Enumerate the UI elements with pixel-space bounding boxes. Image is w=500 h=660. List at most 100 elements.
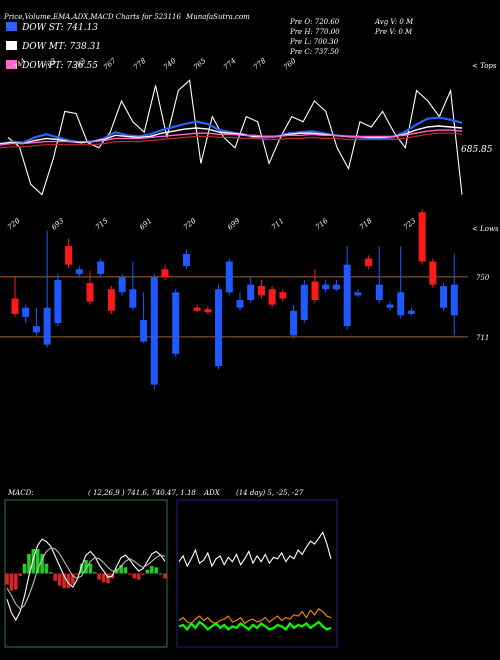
macd-values: ( 12,26,9 ) 741.6, 740.47, 1.18 ADX	[88, 489, 220, 497]
candle-body	[290, 310, 298, 336]
macd-histogram-bar	[71, 573, 75, 585]
adx-panel	[176, 499, 338, 648]
macd-histogram-bar	[106, 573, 110, 584]
macd-histogram-bar	[119, 564, 123, 574]
last-price-label: 685.85	[461, 145, 493, 155]
prev-low: Pre L: 700.30	[290, 38, 339, 46]
legend-label-dow-mt: DOW MT: 738.31	[22, 42, 102, 52]
swatch-dow-mt	[6, 41, 17, 50]
top-tick-label: 744	[12, 57, 27, 72]
candle-body	[43, 307, 51, 345]
candle-body	[386, 304, 394, 308]
ema-line-3	[0, 129, 463, 146]
candle-body	[193, 307, 201, 311]
candle-body	[204, 309, 212, 313]
candle-body	[343, 264, 351, 327]
legend-label-dow-pt: DOW PT: 736.55	[22, 61, 98, 71]
swatch-dow-pt	[6, 60, 17, 69]
macd-histogram-bar	[22, 563, 27, 574]
legend-item-dow-st: DOW ST: 741.13	[6, 17, 101, 36]
level-label-upper: 750	[476, 274, 490, 282]
candle-body	[161, 269, 169, 277]
macd-histogram-bar	[75, 573, 80, 575]
candle-body	[322, 284, 330, 290]
legend-label-dow-st: DOW ST: 741.13	[22, 23, 99, 33]
candle-body	[65, 246, 73, 265]
prev-close: Pre C: 737.50	[290, 48, 339, 56]
adx-line	[178, 531, 332, 568]
di-minus-line	[178, 608, 332, 625]
prev-high: Pre H: 770.00	[290, 28, 340, 36]
macd-values-text: ( 12,26,9 ) 741.6, 740.47, 1.18	[88, 489, 196, 497]
close-price-line	[7, 79, 463, 196]
macd-histogram-bar	[136, 573, 141, 580]
macd-title: MACD:	[8, 489, 34, 497]
candle-body	[440, 286, 448, 308]
macd-histogram-bar	[128, 573, 132, 575]
candle-panel: 750 711	[0, 209, 490, 390]
top-tick-label: 740	[162, 56, 178, 71]
candle-body	[268, 289, 276, 305]
volume-stats: Avg V: 0 M Pre V: 0 M	[375, 17, 413, 37]
macd-histogram-bar	[5, 573, 9, 585]
macd-header: MACD:	[8, 489, 34, 497]
page-title: Price,Volume,EMA,ADX,MACD Charts for 523…	[4, 13, 181, 21]
macd-histogram-bar	[66, 573, 71, 589]
macd-histogram-bar	[101, 573, 106, 583]
chart-header: Price,Volume,EMA,ADX,MACD Charts for 523…	[4, 4, 250, 23]
prev-volume: Pre V: 0 M	[375, 28, 413, 36]
macd-histogram-bar	[57, 573, 62, 586]
legend-item-dow-pt: DOW PT: 736.55	[6, 55, 101, 74]
ema-panel: 744 763 763 767 778 740 765 774 778 760 720 693 715 6…	[0, 56, 499, 233]
candle-body	[32, 326, 40, 333]
macd-histogram-bar	[35, 549, 40, 574]
candle-body	[140, 320, 148, 342]
prev-open: Pre O: 720.60	[290, 18, 340, 26]
candle-body	[75, 269, 83, 274]
top-tick-label: 767	[102, 56, 118, 71]
candle-body	[257, 286, 265, 296]
avg-volume: Avg V: 0 M	[375, 18, 414, 26]
candle-body	[86, 283, 94, 302]
low-tick-label: 715	[94, 216, 110, 231]
low-tick-label: 716	[314, 216, 330, 231]
candle-body	[418, 212, 426, 262]
macd-histogram-bar	[141, 573, 145, 575]
level-label-lower: 711	[476, 334, 489, 342]
candle-body	[300, 284, 308, 320]
candle-body	[397, 292, 405, 316]
top-tick-label: 778	[252, 56, 268, 71]
ema-legend: DOW ST: 741.13 DOW MT: 738.31 DOW PT: 73…	[6, 17, 101, 74]
candle-body	[407, 310, 415, 314]
macd-histogram-bar	[145, 569, 150, 574]
candle-body	[22, 307, 30, 317]
macd-histogram-bar	[132, 573, 137, 579]
candle-body	[225, 261, 233, 293]
candle-body	[97, 261, 105, 274]
swatch-dow-st	[6, 22, 17, 31]
candle-body	[354, 292, 362, 296]
candle-body	[54, 280, 62, 324]
macd-histogram-bar	[84, 560, 88, 574]
candle-body	[236, 300, 244, 308]
candle-body	[375, 284, 383, 300]
low-tick-label: 718	[358, 216, 374, 231]
site-name: MunafaSutra.com	[186, 13, 250, 21]
macd-histogram-bar	[163, 573, 167, 579]
top-tick-label: 760	[282, 56, 298, 71]
candle-body	[150, 276, 158, 385]
legend-item-dow-mt: DOW MT: 738.31	[6, 36, 101, 55]
top-tick-label: 774	[222, 57, 237, 72]
ema-line-1	[0, 116, 463, 146]
macd-histogram-bar	[53, 573, 58, 581]
macd-histogram-bar	[97, 573, 101, 580]
top-tick-label: 765	[192, 56, 208, 71]
macd-histogram-bar	[9, 573, 14, 591]
top-tick-label: 763	[72, 56, 88, 71]
candle-body	[247, 284, 255, 300]
macd-line	[6, 538, 166, 622]
candle-body	[450, 284, 458, 316]
candle-body	[107, 289, 115, 311]
candle-body	[311, 281, 319, 300]
candle-body	[332, 284, 340, 290]
